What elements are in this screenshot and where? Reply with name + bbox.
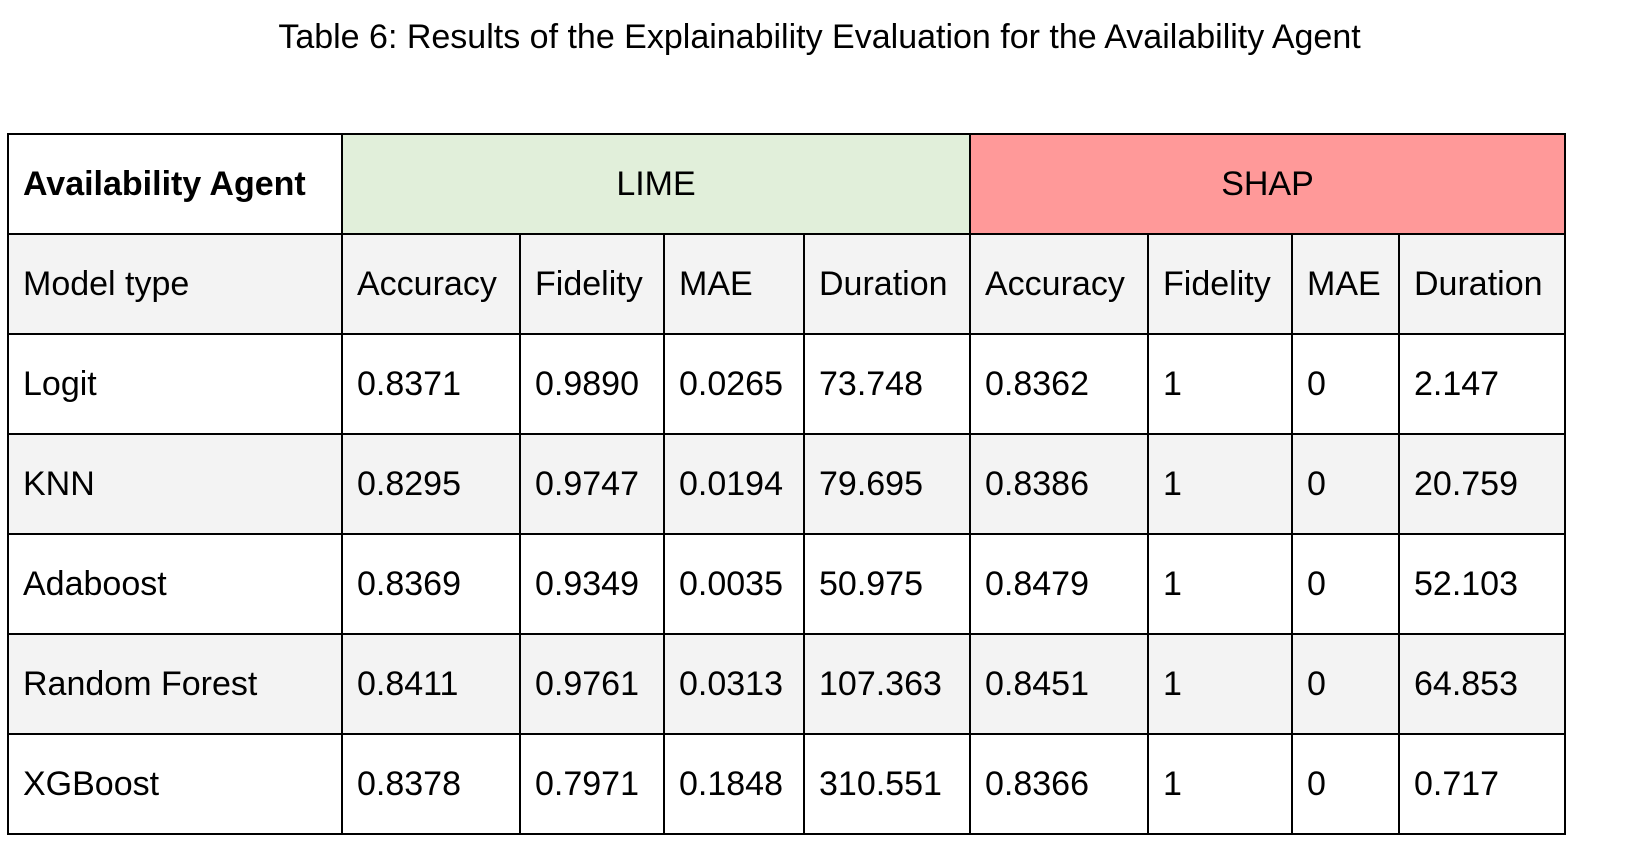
lime-accuracy-cell: 0.8411 <box>341 633 521 735</box>
lime-mae-cell: 0.1848 <box>663 733 805 835</box>
column-header-shap-duration: Duration <box>1398 233 1566 335</box>
model-name-cell: Logit <box>7 333 343 435</box>
table-row: Adaboost 0.8369 0.9349 0.0035 50.975 0.8… <box>7 533 1566 635</box>
table-row: Logit 0.8371 0.9890 0.0265 73.748 0.8362… <box>7 333 1566 435</box>
shap-mae-cell: 0 <box>1291 333 1400 435</box>
lime-duration-cell: 79.695 <box>803 433 971 535</box>
model-name-cell: Adaboost <box>7 533 343 635</box>
model-name-cell: Random Forest <box>7 633 343 735</box>
shap-accuracy-cell: 0.8479 <box>969 533 1149 635</box>
results-table: Availability Agent LIME SHAP Model type … <box>7 133 1566 835</box>
shap-duration-cell: 0.717 <box>1398 733 1566 835</box>
column-header-lime-fidelity: Fidelity <box>519 233 665 335</box>
lime-duration-cell: 50.975 <box>803 533 971 635</box>
shap-accuracy-cell: 0.8362 <box>969 333 1149 435</box>
lime-fidelity-cell: 0.9747 <box>519 433 665 535</box>
lime-fidelity-cell: 0.9349 <box>519 533 665 635</box>
lime-duration-cell: 107.363 <box>803 633 971 735</box>
lime-accuracy-cell: 0.8295 <box>341 433 521 535</box>
lime-mae-cell: 0.0265 <box>663 333 805 435</box>
table-row: XGBoost 0.8378 0.7971 0.1848 310.551 0.8… <box>7 733 1566 835</box>
column-header-model-type: Model type <box>7 233 343 335</box>
lime-accuracy-cell: 0.8371 <box>341 333 521 435</box>
shap-accuracy-cell: 0.8366 <box>969 733 1149 835</box>
column-header-row: Model type Accuracy Fidelity MAE Duratio… <box>7 233 1566 335</box>
table-row: Random Forest 0.8411 0.9761 0.0313 107.3… <box>7 633 1566 735</box>
model-name-cell: KNN <box>7 433 343 535</box>
shap-accuracy-cell: 0.8451 <box>969 633 1149 735</box>
shap-duration-cell: 52.103 <box>1398 533 1566 635</box>
shap-duration-cell: 20.759 <box>1398 433 1566 535</box>
lime-mae-cell: 0.0313 <box>663 633 805 735</box>
lime-accuracy-cell: 0.8369 <box>341 533 521 635</box>
shap-duration-cell: 2.147 <box>1398 333 1566 435</box>
lime-fidelity-cell: 0.9761 <box>519 633 665 735</box>
table-caption: Table 6: Results of the Explainability E… <box>278 18 1361 56</box>
column-header-lime-duration: Duration <box>803 233 971 335</box>
lime-duration-cell: 73.748 <box>803 333 971 435</box>
shap-mae-cell: 0 <box>1291 633 1400 735</box>
shap-accuracy-cell: 0.8386 <box>969 433 1149 535</box>
shap-fidelity-cell: 1 <box>1147 633 1293 735</box>
table-row: KNN 0.8295 0.9747 0.0194 79.695 0.8386 1… <box>7 433 1566 535</box>
group-header-row: Availability Agent LIME SHAP <box>7 133 1566 235</box>
lime-duration-cell: 310.551 <box>803 733 971 835</box>
lime-accuracy-cell: 0.8378 <box>341 733 521 835</box>
column-header-shap-fidelity: Fidelity <box>1147 233 1293 335</box>
lime-mae-cell: 0.0194 <box>663 433 805 535</box>
model-name-cell: XGBoost <box>7 733 343 835</box>
shap-fidelity-cell: 1 <box>1147 333 1293 435</box>
shap-mae-cell: 0 <box>1291 533 1400 635</box>
shap-fidelity-cell: 1 <box>1147 433 1293 535</box>
column-header-shap-accuracy: Accuracy <box>969 233 1149 335</box>
shap-fidelity-cell: 1 <box>1147 533 1293 635</box>
lime-fidelity-cell: 0.7971 <box>519 733 665 835</box>
shap-mae-cell: 0 <box>1291 733 1400 835</box>
shap-duration-cell: 64.853 <box>1398 633 1566 735</box>
lime-mae-cell: 0.0035 <box>663 533 805 635</box>
shap-group-header: SHAP <box>969 133 1566 235</box>
corner-label: Availability Agent <box>7 133 343 235</box>
lime-fidelity-cell: 0.9890 <box>519 333 665 435</box>
column-header-lime-accuracy: Accuracy <box>341 233 521 335</box>
column-header-lime-mae: MAE <box>663 233 805 335</box>
shap-mae-cell: 0 <box>1291 433 1400 535</box>
lime-group-header: LIME <box>341 133 971 235</box>
shap-fidelity-cell: 1 <box>1147 733 1293 835</box>
column-header-shap-mae: MAE <box>1291 233 1400 335</box>
